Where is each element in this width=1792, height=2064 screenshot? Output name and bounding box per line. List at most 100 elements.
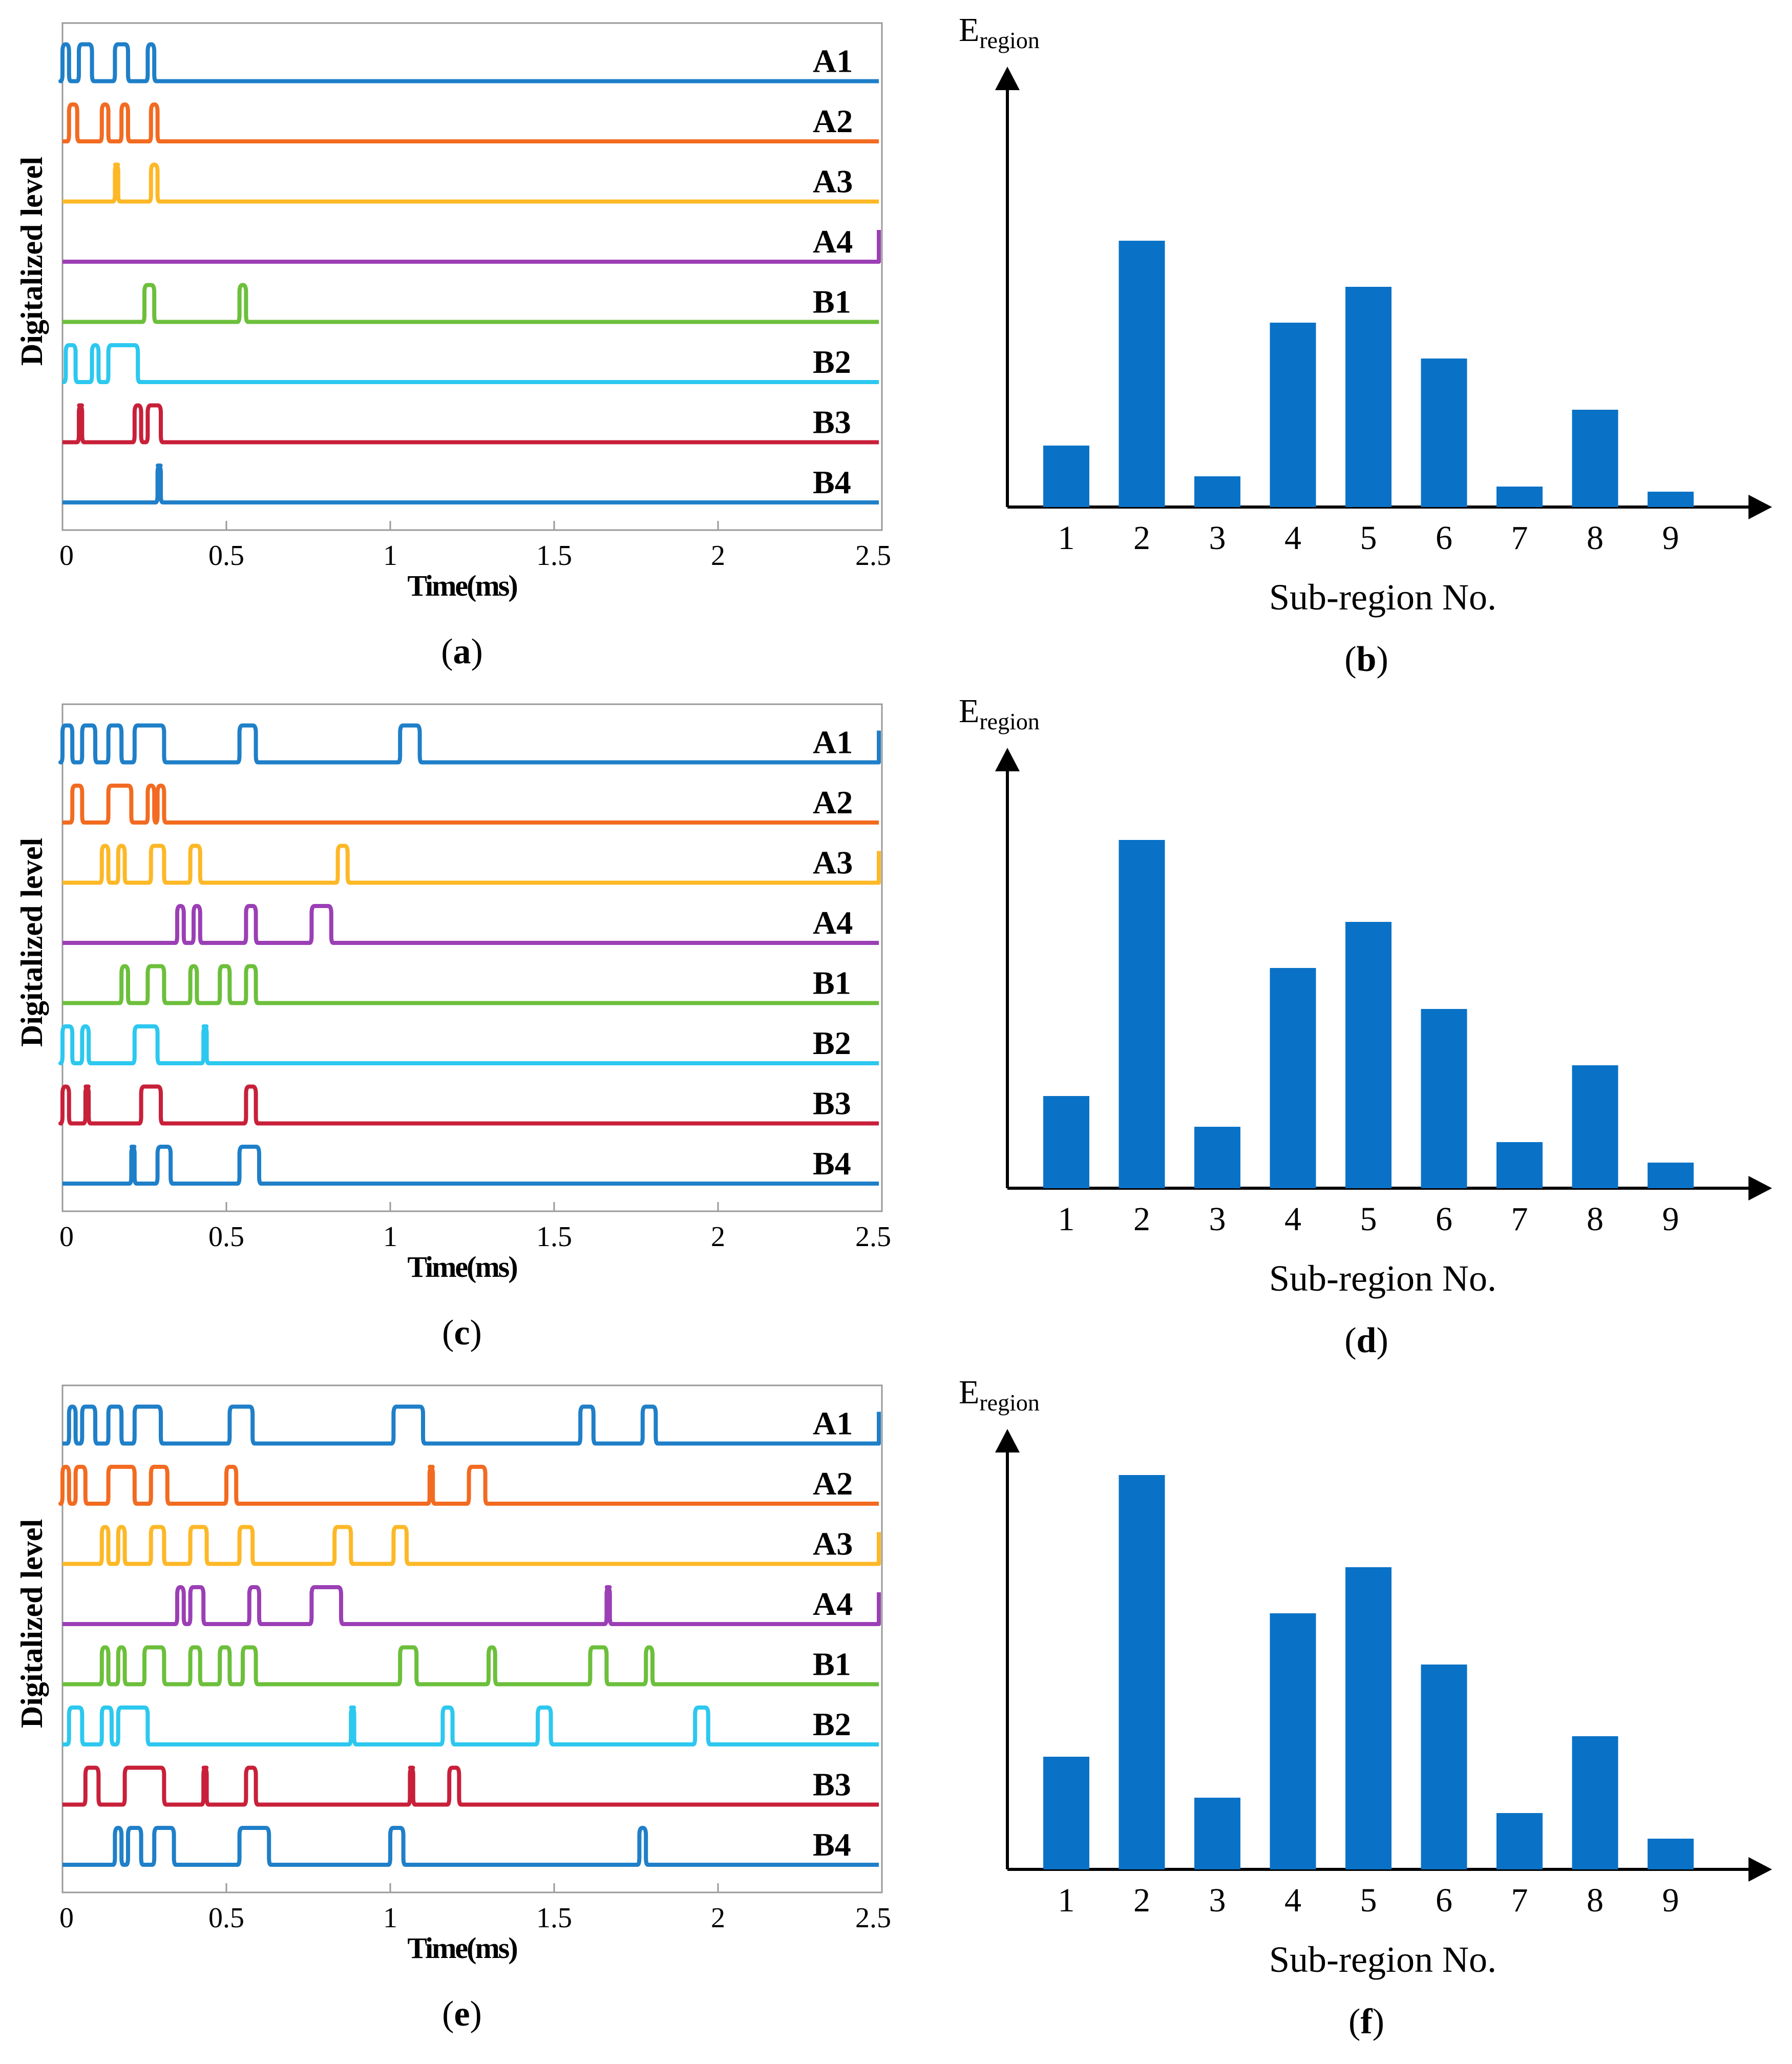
channel-label-b3: B3: [813, 1766, 851, 1803]
bar-subregion-9: [1648, 1839, 1694, 1869]
y-axis-title-subscript: region: [979, 708, 1040, 734]
panel-label: (a): [441, 632, 483, 671]
channel-label-b4: B4: [813, 464, 851, 500]
x-tick-label: 0.5: [208, 1902, 244, 1934]
x-axis-title: Time(ms): [407, 1250, 517, 1283]
x-tick-label: 5: [1360, 1201, 1377, 1238]
x-axis-arrowhead: [1748, 1176, 1772, 1201]
panel-label: (b): [1344, 640, 1388, 679]
bar-subregion-9: [1648, 492, 1694, 507]
panel-letter: a: [453, 632, 471, 671]
y-axis-arrowhead: [995, 1429, 1020, 1452]
energy-panel-d: Eregion 1 2 3 4 5 6 7 8 9 Sub-region No. (d): [959, 692, 1772, 1360]
signal-trace-a1: [58, 42, 879, 83]
x-tick-label: 1: [383, 1902, 397, 1934]
x-tick-label: 0.5: [208, 1221, 244, 1253]
y-axis-title: Eregion: [959, 692, 1040, 734]
bar-subregion-7: [1496, 1813, 1543, 1869]
panel-letter: c: [454, 1313, 470, 1353]
signal-trace-b3: [62, 1765, 879, 1807]
x-tick-label: 8: [1587, 519, 1604, 557]
bar-subregion-9: [1648, 1163, 1694, 1188]
x-axis-arrowhead: [1748, 1857, 1772, 1882]
panel-label: (f): [1348, 2002, 1384, 2041]
channel-label-b2: B2: [813, 344, 851, 380]
plot-frame: [61, 1384, 883, 1893]
plot-frame: [61, 22, 883, 531]
x-tick-label: 1: [1058, 1201, 1075, 1238]
channel-label-a1: A1: [813, 724, 853, 761]
signal-trace-b4: [62, 1145, 879, 1186]
bar-subregion-1: [1043, 446, 1089, 507]
signal-trace-b2: [61, 343, 879, 384]
bar-subregion-6: [1421, 1665, 1467, 1869]
signal-panel-e: A1 A2 A3 A4 B1 B2 B3 B4 0 0.5 1 1.5 2 2.5 Time(ms) Digi…: [15, 1384, 891, 2034]
bar-subregion-5: [1345, 287, 1392, 507]
x-tick-label: 1.5: [536, 1902, 572, 1934]
signal-trace-b1: [62, 964, 879, 1005]
plot-frame: [61, 703, 883, 1212]
channel-label-a3: A3: [813, 163, 853, 200]
signal-trace-a4: [62, 904, 879, 945]
x-tick-label: 9: [1662, 1882, 1679, 1919]
x-tick-label: 8: [1587, 1201, 1604, 1238]
y-axis-title-main: E: [959, 1374, 979, 1411]
x-axis-title: Time(ms): [407, 1931, 517, 1965]
x-axis-arrowhead: [1748, 495, 1772, 519]
bar-subregion-1: [1043, 1757, 1089, 1869]
channel-label-a2: A2: [813, 1465, 853, 1502]
channel-label-a1: A1: [813, 1405, 853, 1442]
signal-trace-a3: [62, 162, 879, 204]
y-axis-title-subscript: region: [979, 1389, 1040, 1416]
x-tick-label: 4: [1284, 1201, 1301, 1238]
bar-subregion-3: [1194, 476, 1240, 507]
channel-label-a4: A4: [813, 904, 853, 941]
y-axis-arrowhead: [995, 67, 1020, 90]
x-tick-label: 4: [1284, 519, 1301, 557]
signal-trace-b3: [58, 1084, 879, 1126]
x-tick-label: 4: [1284, 1882, 1301, 1919]
x-tick-label: 8: [1587, 1882, 1604, 1919]
bar-subregion-8: [1572, 1736, 1618, 1869]
channel-label-a1: A1: [813, 43, 853, 79]
x-tick-label: 2: [1133, 519, 1150, 557]
x-tick-label: 0: [59, 1221, 74, 1253]
y-axis-title: Eregion: [959, 1374, 1040, 1416]
x-tick-label: 3: [1209, 1882, 1226, 1919]
x-axis-title: Time(ms): [407, 569, 517, 602]
bar-subregion-6: [1421, 1009, 1467, 1188]
bar-subregion-5: [1345, 1567, 1392, 1869]
y-axis-title: Digitalized level: [15, 1519, 49, 1728]
energy-panel-b: Eregion 1 2 3 4 5 6 7 8 9 Sub-region No. (b): [959, 11, 1772, 679]
bar-subregion-8: [1572, 410, 1618, 507]
x-tick-label: 5: [1360, 1882, 1377, 1919]
channel-label-a4: A4: [813, 1586, 853, 1622]
y-axis-title: Eregion: [959, 11, 1040, 53]
signal-trace-a1: [62, 1404, 881, 1446]
signal-panel-c: A1 A2 A3 A4 B1 B2 B3 B4 0 0.5 1 1.5 2 2.5 Time(ms) Digi…: [15, 703, 891, 1353]
channel-label-b4: B4: [813, 1826, 851, 1863]
bar-subregion-3: [1194, 1127, 1240, 1188]
panel-letter: d: [1357, 1321, 1377, 1360]
x-tick-label: 2: [1133, 1882, 1150, 1919]
channel-label-b3: B3: [813, 404, 851, 440]
x-tick-label: 7: [1511, 1201, 1528, 1238]
signal-trace-a2: [58, 1465, 879, 1506]
x-tick-label: 1: [383, 540, 397, 572]
bar-subregion-1: [1043, 1096, 1089, 1188]
x-tick-label: 2: [711, 1221, 725, 1253]
channel-label-b1: B1: [813, 284, 851, 320]
y-axis-title: Digitalized level: [15, 157, 49, 366]
bar-subregion-4: [1270, 323, 1316, 507]
x-tick-label: 1: [383, 1221, 397, 1253]
channel-label-b3: B3: [813, 1085, 851, 1122]
panel-label: (e): [442, 1994, 482, 2034]
bar-subregion-2: [1119, 1475, 1165, 1869]
bar-subregion-2: [1119, 840, 1165, 1188]
signal-trace-a1: [58, 723, 881, 765]
x-tick-label: 2: [711, 1902, 725, 1934]
signal-trace-b1: [62, 1645, 879, 1687]
x-tick-label: 9: [1662, 1201, 1679, 1238]
channel-label-b1: B1: [813, 965, 851, 1001]
